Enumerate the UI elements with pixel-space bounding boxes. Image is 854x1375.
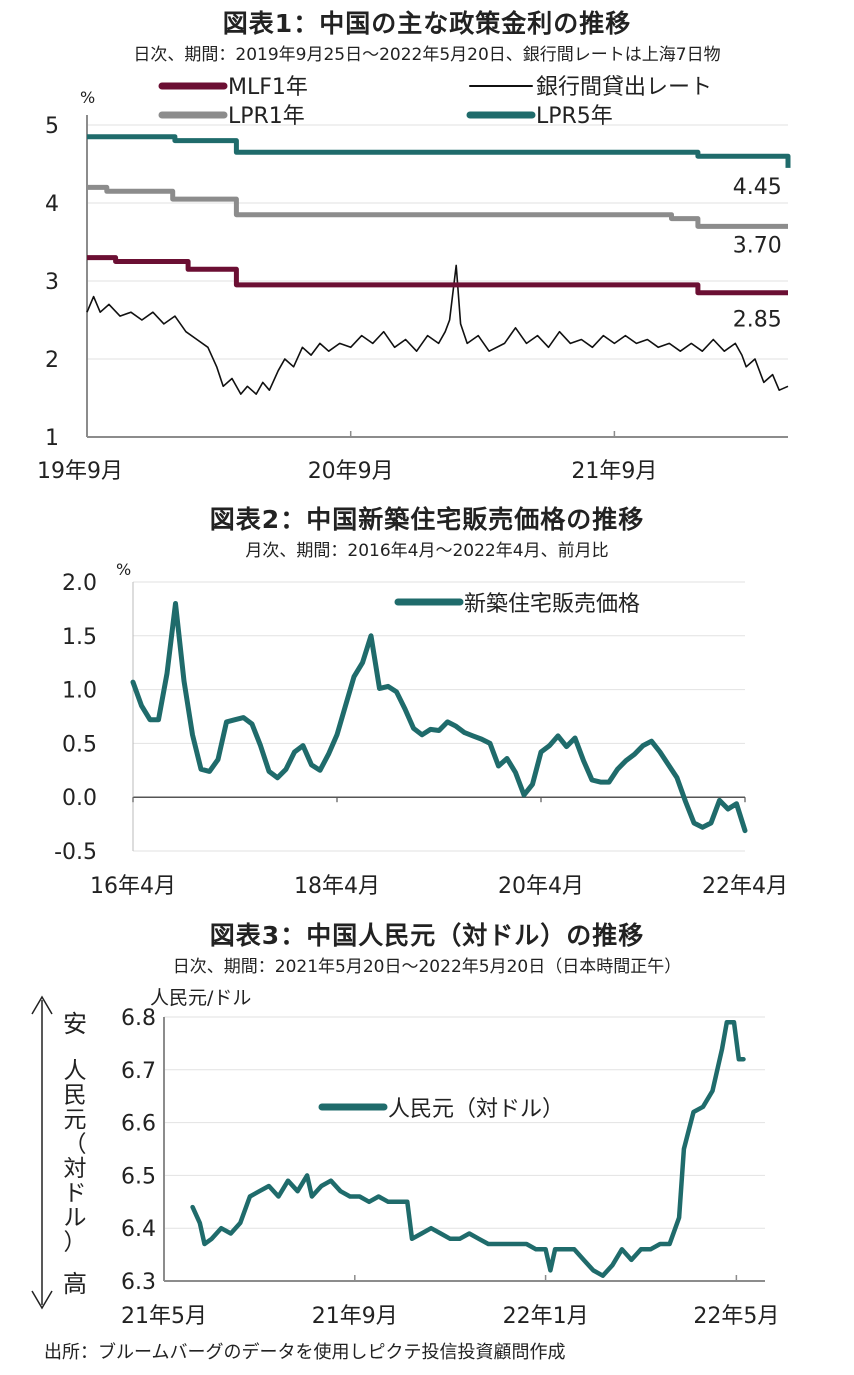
chart2-ytick-label: 1.5: [62, 625, 97, 650]
chart1-title: 図表1：中国の主な政策金利の推移: [222, 9, 632, 38]
chart3-ytick-label: 6.4: [121, 1217, 156, 1242]
chart2-unit-label: %: [116, 560, 131, 579]
chart3-side-label-top: 安: [63, 1010, 87, 1038]
chart3-xtick-label: 21年5月: [121, 1304, 207, 1329]
chart3-side-axis-char: 人: [64, 1058, 87, 1084]
chart2-series-line: [130, 601, 748, 834]
chart1-series-line-lpr5: [87, 134, 791, 168]
chart3-side-axis-char: 元: [64, 1107, 87, 1133]
chart2-xtick-label: 22年4月: [702, 874, 788, 899]
chart3-side-axis-char: （: [64, 1132, 87, 1158]
chart2-xtick-label: 16年4月: [90, 874, 176, 899]
chart2-ytick-label: -0.5: [54, 840, 97, 865]
chart1-subtitle: 日次、期間：2019年9月25日～2022年5月20日、銀行間レートは上海7日物: [133, 45, 721, 65]
chart2-ytick-label: 0.0: [62, 786, 97, 811]
chart2-xtick-label: 18年4月: [294, 874, 380, 899]
chart3-side-axis-char: 対: [64, 1156, 87, 1182]
chart1-ytick-label: 1: [45, 426, 59, 451]
chart1-series-line-interbank: [86, 264, 789, 395]
chart3-side-axis-char: ）: [64, 1230, 87, 1256]
chart3-unit-label: 人民元/ドル: [150, 987, 251, 1009]
chart3-xtick-label: 21年9月: [312, 1304, 398, 1329]
chart3-series-line: [190, 1020, 746, 1278]
chart1-ytick-label: 4: [45, 192, 59, 217]
chart1-series-line-lpr1: [87, 184, 788, 229]
chart3-subtitle: 日次、期間：2021年5月20日～2022年5月20日（日本時間正午）: [172, 957, 682, 977]
chart1-ytick-label: 2: [45, 348, 59, 373]
chart1-legend-label: 銀行間貸出レート: [536, 75, 712, 100]
chart3-side-axis-char: 民: [64, 1083, 87, 1109]
chart1-ytick-label: 3: [45, 270, 59, 295]
chart1-unit-label: %: [80, 88, 95, 107]
chart3-title: 図表3：中国人民元（対ドル）の推移: [209, 921, 645, 950]
chart3-side-arrow-up-icon: [31, 995, 53, 1015]
chart3-side-arrow-down-icon: [31, 1290, 53, 1310]
chart2-ytick-label: 0.5: [62, 732, 97, 757]
chart2-title: 図表2：中国新築住宅販売価格の推移: [209, 505, 645, 534]
chart2-xtick-label: 20年4月: [498, 874, 584, 899]
chart3-xtick-label: 22年1月: [503, 1304, 589, 1329]
chart3-ytick-label: 6.8: [121, 1006, 156, 1031]
chart1-legend-label: MLF1年: [228, 75, 308, 100]
chart2-ytick-label: 2.0: [62, 571, 97, 596]
chart3-ytick-label: 6.7: [121, 1059, 156, 1084]
chart3-side-axis-char: ド: [64, 1181, 87, 1207]
source-note: 出所：ブルームバーグのデータを使用しピクテ投信投資顧問作成: [44, 1342, 566, 1363]
chart1-series-line-mlf: [87, 255, 788, 296]
chart1-data-label: 2.85: [733, 307, 782, 332]
chart1-xtick-label: 21年9月: [571, 459, 657, 484]
chart1-data-label: 3.70: [733, 233, 782, 258]
chart1-legend-label: LPR1年: [228, 104, 305, 129]
chart2-subtitle: 月次、期間：2016年4月～2022年4月、前月比: [245, 541, 609, 561]
chart3-side-label-bottom: 高: [63, 1270, 87, 1298]
chart3-ytick-label: 6.3: [121, 1270, 156, 1295]
chart1-legend-label: LPR5年: [536, 104, 613, 129]
chart2-legend-label: 新築住宅販売価格: [464, 592, 640, 617]
chart1-xtick-label: 20年9月: [308, 459, 394, 484]
chart3-side-axis-char: ル: [64, 1205, 87, 1231]
chart3-ytick-label: 6.6: [121, 1112, 156, 1137]
chart3-legend-label: 人民元（対ドル）: [388, 1097, 564, 1122]
chart3-xtick-label: 22年5月: [693, 1304, 779, 1329]
chart1-xtick-label: 19年9月: [37, 459, 123, 484]
chart1-ytick-label: 5: [45, 114, 59, 139]
chart1-data-label: 4.45: [733, 175, 782, 200]
chart2-ytick-label: 1.0: [62, 679, 97, 704]
chart3-ytick-label: 6.5: [121, 1164, 156, 1189]
